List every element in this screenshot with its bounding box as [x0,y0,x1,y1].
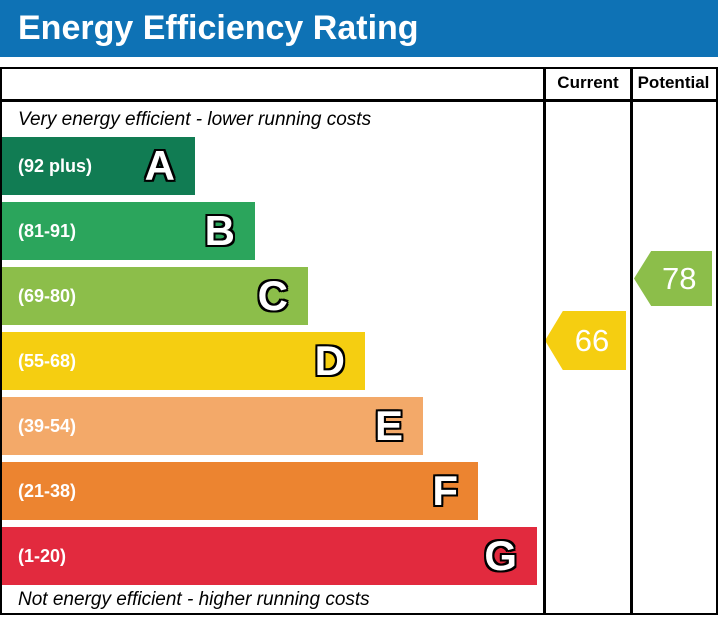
band-a: (92 plus) A [2,137,195,195]
potential-column-divider [630,67,633,615]
band-e: (39-54) E [2,397,423,455]
band-c-range: (69-80) [18,285,77,306]
band-b: (81-91) B [2,202,255,260]
band-a-letter: A [144,142,175,189]
band-f-letter: F [432,467,458,514]
band-e-range: (39-54) [18,415,77,436]
potential-rating-arrow: 78 [634,251,712,306]
band-d-range: (55-68) [18,350,77,371]
band-d-letter: D [314,337,345,384]
top-note: Very energy efficient - lower running co… [18,109,372,130]
header-row-divider [0,99,718,102]
current-column-divider [543,67,546,615]
band-g-letter: G [484,532,517,579]
bottom-note: Not energy efficient - higher running co… [18,589,370,610]
current-rating-arrow: 66 [545,311,626,370]
band-g-range: (1-20) [18,545,67,566]
band-b-range: (81-91) [18,220,77,241]
band-c: (69-80) C [2,267,308,325]
current-rating-value: 66 [574,322,610,358]
band-g: (1-20) G [2,527,537,585]
band-e-letter: E [374,402,403,449]
potential-rating-value: 78 [661,260,697,296]
band-c-letter: C [257,272,288,319]
band-a-range: (92 plus) [18,155,93,176]
title-bar: Energy Efficiency Rating [0,0,718,57]
current-column-header: Current [557,73,619,92]
potential-column-header: Potential [637,73,710,92]
band-b-letter: B [204,207,235,254]
band-f-range: (21-38) [18,480,77,501]
page-title: Energy Efficiency Rating [18,9,419,47]
band-f: (21-38) F [2,462,478,520]
band-d: (55-68) D [2,332,365,390]
